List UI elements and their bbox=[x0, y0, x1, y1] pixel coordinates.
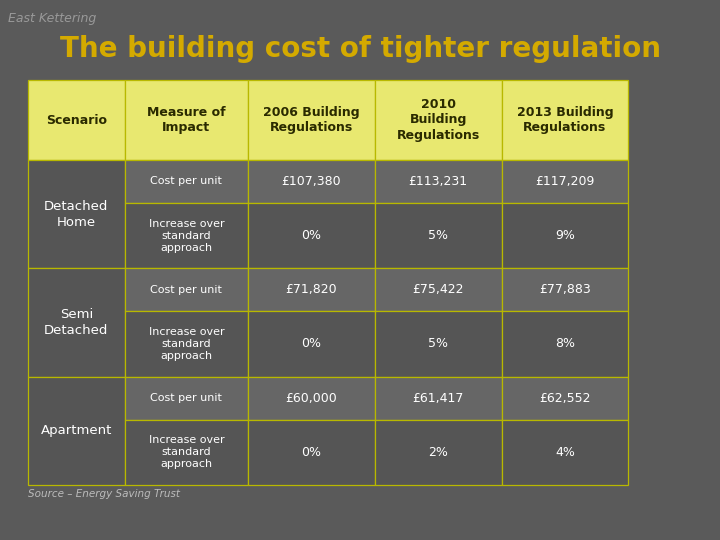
Text: Semi
Detached: Semi Detached bbox=[44, 308, 109, 337]
Text: Measure of
Impact: Measure of Impact bbox=[147, 106, 226, 134]
Bar bbox=[28, 268, 125, 377]
Text: East Kettering: East Kettering bbox=[8, 12, 96, 25]
Bar bbox=[125, 80, 248, 160]
Text: £60,000: £60,000 bbox=[286, 392, 338, 404]
Bar bbox=[375, 377, 502, 420]
Bar bbox=[375, 311, 502, 377]
Text: 0%: 0% bbox=[302, 229, 321, 242]
Bar bbox=[502, 420, 629, 485]
Text: The building cost of tighter regulation: The building cost of tighter regulation bbox=[60, 35, 660, 63]
Text: £113,231: £113,231 bbox=[409, 175, 468, 188]
Text: £117,209: £117,209 bbox=[535, 175, 595, 188]
Bar bbox=[502, 377, 629, 420]
Bar bbox=[502, 268, 629, 311]
Text: 2010
Building
Regulations: 2010 Building Regulations bbox=[397, 98, 480, 142]
Text: 2013 Building
Regulations: 2013 Building Regulations bbox=[517, 106, 613, 134]
Bar bbox=[375, 420, 502, 485]
Bar bbox=[375, 160, 502, 203]
Bar bbox=[28, 160, 125, 268]
Text: 2006 Building
Regulations: 2006 Building Regulations bbox=[264, 106, 360, 134]
Text: £75,422: £75,422 bbox=[413, 284, 464, 296]
Text: Increase over
standard
approach: Increase over standard approach bbox=[148, 219, 224, 253]
Text: 0%: 0% bbox=[302, 338, 321, 350]
Bar bbox=[248, 311, 375, 377]
Text: Cost per unit: Cost per unit bbox=[150, 393, 222, 403]
Text: 0%: 0% bbox=[302, 446, 321, 459]
Bar bbox=[502, 311, 629, 377]
Bar bbox=[248, 268, 375, 311]
Bar bbox=[375, 268, 502, 311]
Bar bbox=[248, 203, 375, 268]
Bar bbox=[375, 80, 502, 160]
Bar bbox=[502, 160, 629, 203]
Bar bbox=[248, 420, 375, 485]
Bar bbox=[125, 203, 248, 268]
Text: 9%: 9% bbox=[555, 229, 575, 242]
Text: Apartment: Apartment bbox=[40, 424, 112, 437]
Bar bbox=[28, 377, 125, 485]
Text: £71,820: £71,820 bbox=[286, 284, 337, 296]
Text: £77,883: £77,883 bbox=[539, 284, 591, 296]
Text: Cost per unit: Cost per unit bbox=[150, 177, 222, 186]
Bar bbox=[248, 160, 375, 203]
Bar bbox=[125, 311, 248, 377]
Text: Increase over
standard
approach: Increase over standard approach bbox=[148, 327, 224, 361]
Bar bbox=[125, 377, 248, 420]
Text: Cost per unit: Cost per unit bbox=[150, 285, 222, 295]
Text: Increase over
standard
approach: Increase over standard approach bbox=[148, 435, 224, 469]
Text: Detached
Home: Detached Home bbox=[44, 200, 109, 228]
Text: 2%: 2% bbox=[428, 446, 448, 459]
Text: £62,552: £62,552 bbox=[539, 392, 590, 404]
Bar bbox=[125, 160, 248, 203]
Bar bbox=[502, 80, 629, 160]
Text: Scenario: Scenario bbox=[46, 113, 107, 126]
Bar bbox=[28, 80, 125, 160]
Bar bbox=[375, 203, 502, 268]
Text: £61,417: £61,417 bbox=[413, 392, 464, 404]
Text: £107,380: £107,380 bbox=[282, 175, 341, 188]
Bar bbox=[248, 80, 375, 160]
Text: 5%: 5% bbox=[428, 338, 449, 350]
Text: Source – Energy Saving Trust: Source – Energy Saving Trust bbox=[28, 489, 180, 499]
Bar bbox=[125, 420, 248, 485]
Bar bbox=[125, 268, 248, 311]
Bar bbox=[248, 377, 375, 420]
Bar bbox=[502, 203, 629, 268]
Text: 8%: 8% bbox=[555, 338, 575, 350]
Text: 4%: 4% bbox=[555, 446, 575, 459]
Text: 5%: 5% bbox=[428, 229, 449, 242]
